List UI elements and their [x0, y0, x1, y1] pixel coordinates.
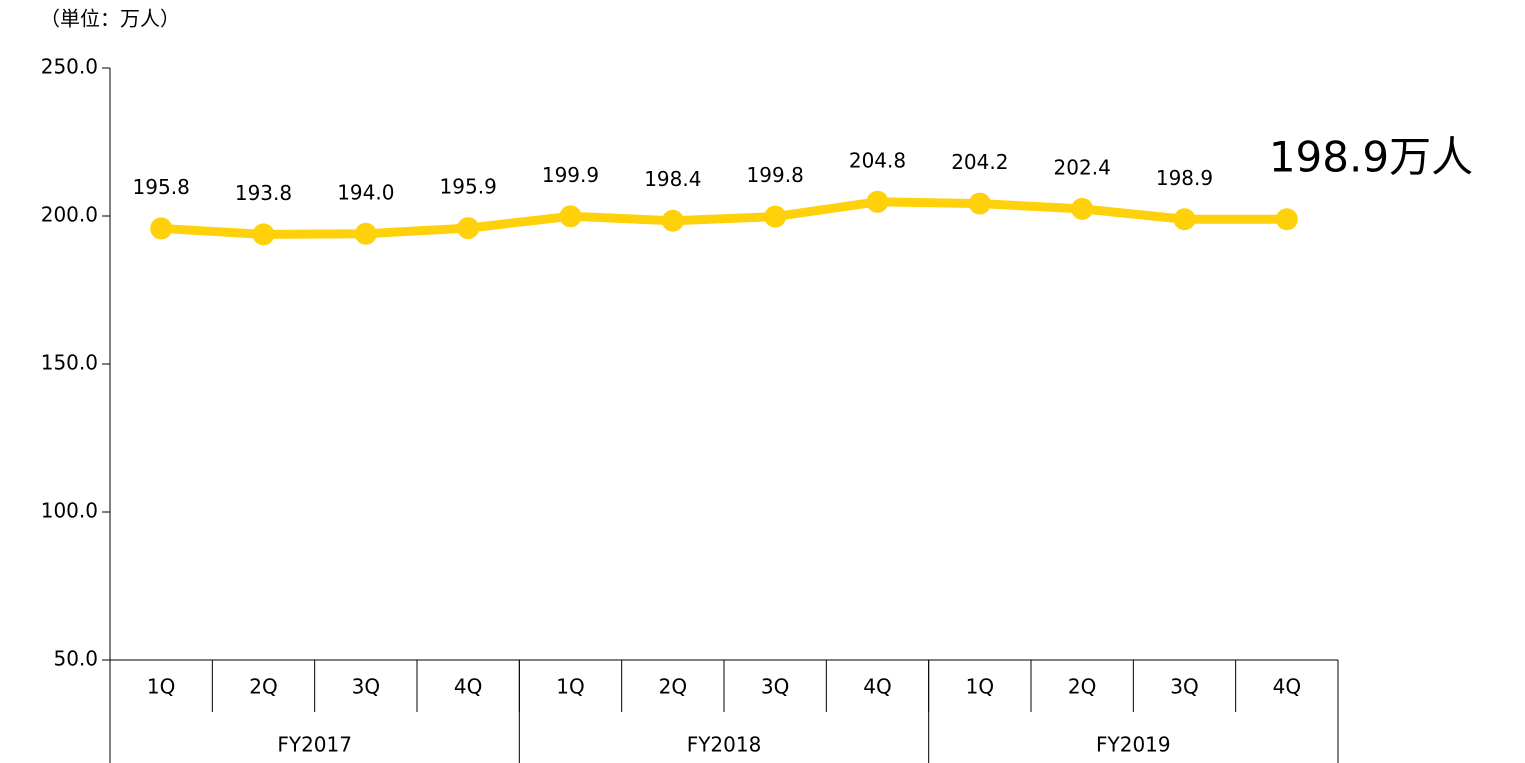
x-tick-label: 3Q — [761, 675, 789, 699]
data-label: 195.9 — [440, 175, 497, 199]
x-tick-label: 1Q — [966, 675, 994, 699]
group-label: FY2018 — [687, 733, 762, 757]
marker — [354, 222, 377, 245]
x-tick-label: 1Q — [556, 675, 584, 699]
marker — [866, 190, 889, 213]
x-tick-label: 2Q — [1068, 675, 1096, 699]
data-label: 193.8 — [235, 181, 292, 205]
marker — [457, 217, 480, 240]
data-label: 204.8 — [849, 148, 906, 172]
marker — [559, 205, 582, 228]
data-label: 198.9 — [1156, 166, 1213, 190]
data-label: 198.9万人 — [1269, 133, 1473, 182]
x-tick-label: 4Q — [454, 675, 482, 699]
group-label: FY2019 — [1096, 733, 1171, 757]
data-label: 194.0 — [337, 180, 394, 204]
marker — [661, 209, 684, 232]
marker — [764, 205, 787, 228]
x-tick-label: 4Q — [1273, 675, 1301, 699]
y-tick-label: 100.0 — [41, 499, 98, 523]
marker — [1173, 208, 1196, 231]
data-label: 204.2 — [951, 150, 1008, 174]
data-label: 195.8 — [133, 175, 190, 199]
x-tick-label: 2Q — [249, 675, 277, 699]
x-tick-label: 2Q — [659, 675, 687, 699]
unit-label: （単位：万人） — [40, 7, 180, 31]
y-tick-label: 50.0 — [53, 647, 98, 671]
x-tick-label: 3Q — [1170, 675, 1198, 699]
y-tick-label: 200.0 — [41, 203, 98, 227]
data-label: 199.8 — [747, 163, 804, 187]
line — [160, 197, 1287, 239]
y-tick-label: 150.0 — [41, 351, 98, 375]
marker — [150, 217, 173, 240]
data-label: 202.4 — [1054, 155, 1111, 179]
marker — [252, 223, 275, 246]
y-tick-label: 250.0 — [41, 55, 98, 79]
marker — [1275, 208, 1298, 231]
x-tick-label: 3Q — [352, 675, 380, 699]
marker — [1071, 197, 1094, 220]
x-tick-label: 1Q — [147, 675, 175, 699]
data-label: 199.9 — [542, 163, 599, 187]
group-label: FY2017 — [277, 733, 352, 757]
x-tick-label: 4Q — [863, 675, 891, 699]
marker — [968, 192, 991, 215]
data-label: 198.4 — [644, 167, 701, 191]
